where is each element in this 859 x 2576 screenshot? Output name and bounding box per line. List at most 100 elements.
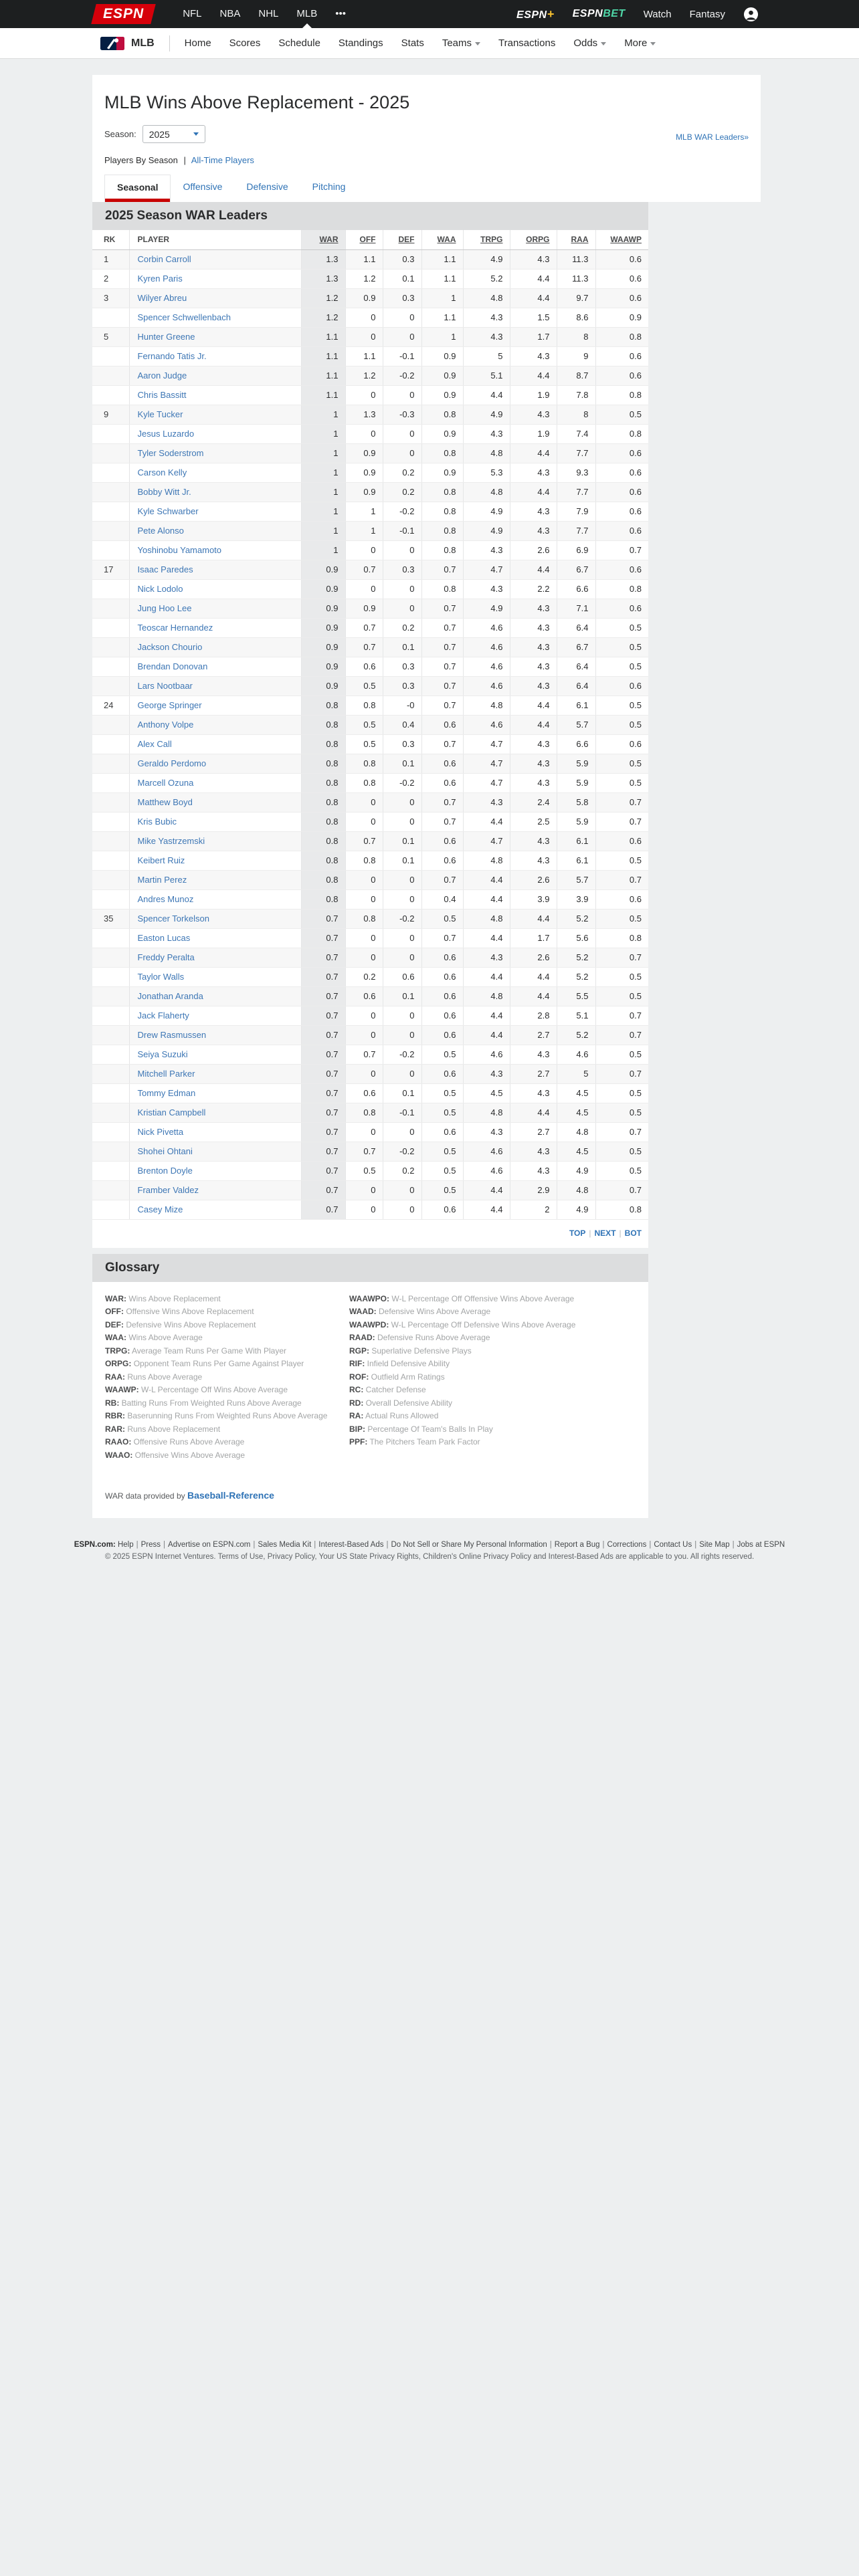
- player-link[interactable]: Jonathan Aranda: [137, 991, 203, 1001]
- player-link[interactable]: Kristian Campbell: [137, 1107, 206, 1117]
- espn-logo[interactable]: ESPN: [91, 4, 156, 24]
- footer-link[interactable]: Contact Us: [654, 1541, 692, 1549]
- player-link[interactable]: Teoscar Hernandez: [137, 623, 213, 633]
- player-link[interactable]: George Springer: [137, 700, 202, 710]
- subnav-item-teams[interactable]: Teams: [442, 37, 481, 49]
- column-header-trpg[interactable]: TRPG: [462, 230, 510, 250]
- player-link[interactable]: Corbin Carroll: [137, 254, 191, 264]
- player-link[interactable]: Andres Munoz: [137, 894, 194, 904]
- pagination-next-link[interactable]: NEXT: [594, 1228, 616, 1238]
- column-header-war[interactable]: WAR: [300, 230, 345, 250]
- subnav-item-odds[interactable]: Odds: [573, 37, 607, 49]
- footer-link[interactable]: Corrections: [607, 1541, 647, 1549]
- player-link[interactable]: Hunter Greene: [137, 332, 195, 342]
- player-link[interactable]: Easton Lucas: [137, 933, 191, 943]
- footer-link[interactable]: Advertise on ESPN.com: [168, 1541, 251, 1549]
- pagination-bot-link[interactable]: BOT: [624, 1228, 642, 1238]
- player-link[interactable]: Jack Flaherty: [137, 1010, 189, 1021]
- player-link[interactable]: Kris Bubic: [137, 817, 177, 827]
- footer-link[interactable]: Interest-Based Ads: [318, 1541, 384, 1549]
- column-header-waa[interactable]: WAA: [421, 230, 463, 250]
- subnav-item-more[interactable]: More: [624, 37, 656, 49]
- subnav-item-schedule[interactable]: Schedule: [278, 37, 320, 49]
- player-link[interactable]: Marcell Ozuna: [137, 778, 194, 788]
- player-link[interactable]: Matthew Boyd: [137, 797, 193, 807]
- player-link[interactable]: Kyren Paris: [137, 274, 183, 284]
- subnav-item-transactions[interactable]: Transactions: [498, 37, 556, 49]
- subnav-item-scores[interactable]: Scores: [229, 37, 261, 49]
- column-header-def[interactable]: DEF: [382, 230, 421, 250]
- player-link[interactable]: Tyler Soderstrom: [137, 448, 204, 458]
- player-link[interactable]: Spencer Torkelson: [137, 914, 209, 924]
- footer-link[interactable]: Site Map: [699, 1541, 730, 1549]
- subnav-item-home[interactable]: Home: [184, 37, 211, 49]
- player-link[interactable]: Yoshinobu Yamamoto: [137, 545, 222, 555]
- topnav-mlb[interactable]: MLB: [296, 0, 317, 28]
- player-link[interactable]: Freddy Peralta: [137, 952, 195, 962]
- baseball-reference-link[interactable]: Baseball-Reference: [187, 1490, 274, 1501]
- mlb-logo[interactable]: [100, 36, 124, 50]
- player-link[interactable]: Isaac Paredes: [137, 564, 193, 574]
- player-link[interactable]: Brendan Donovan: [137, 661, 208, 671]
- player-link[interactable]: Mike Yastrzemski: [137, 836, 205, 846]
- player-link[interactable]: Martin Perez: [137, 875, 187, 885]
- column-header-off[interactable]: OFF: [345, 230, 383, 250]
- topnav-fantasy[interactable]: Fantasy: [689, 8, 725, 20]
- footer-link[interactable]: Jobs at ESPN: [737, 1541, 785, 1549]
- profile-icon[interactable]: [743, 7, 759, 22]
- topnav-nba[interactable]: NBA: [219, 8, 241, 19]
- player-link[interactable]: Kyle Tucker: [137, 409, 183, 419]
- column-header-raa[interactable]: RAA: [556, 230, 595, 250]
- player-link[interactable]: Tommy Edman: [137, 1088, 196, 1098]
- player-link[interactable]: Keibert Ruiz: [137, 855, 185, 865]
- player-link[interactable]: Drew Rasmussen: [137, 1030, 207, 1040]
- subnav-item-standings[interactable]: Standings: [338, 37, 383, 49]
- player-link[interactable]: Kyle Schwarber: [137, 506, 199, 516]
- espn-bet-logo[interactable]: ESPNBET: [572, 8, 626, 19]
- player-link[interactable]: Taylor Walls: [137, 972, 185, 982]
- player-link[interactable]: Nick Lodolo: [137, 584, 183, 594]
- column-header-waawp[interactable]: WAAWP: [595, 230, 648, 250]
- topnav-watch[interactable]: Watch: [643, 8, 672, 20]
- player-link[interactable]: Casey Mize: [137, 1204, 183, 1214]
- player-link[interactable]: Shohei Ohtani: [137, 1146, 193, 1156]
- player-link[interactable]: Jackson Chourio: [137, 642, 203, 652]
- column-header-orpg[interactable]: ORPG: [509, 230, 557, 250]
- player-link[interactable]: Jung Hoo Lee: [137, 603, 192, 613]
- mlb-war-leaders-link[interactable]: MLB WAR Leaders»: [676, 132, 749, 142]
- espn-plus-logo[interactable]: ESPN+: [516, 7, 555, 21]
- subnav-item-stats[interactable]: Stats: [401, 37, 424, 49]
- player-link[interactable]: Carson Kelly: [137, 467, 187, 477]
- player-link[interactable]: Mitchell Parker: [137, 1069, 195, 1079]
- player-link[interactable]: Chris Bassitt: [137, 390, 187, 400]
- tab-pitching[interactable]: Pitching: [312, 181, 346, 192]
- footer-link[interactable]: Help: [117, 1541, 134, 1549]
- footer-link[interactable]: Report a Bug: [554, 1541, 600, 1549]
- player-link[interactable]: Alex Call: [137, 739, 172, 749]
- player-link[interactable]: Nick Pivetta: [137, 1127, 184, 1137]
- player-link[interactable]: Brenton Doyle: [137, 1166, 193, 1176]
- all-time-players-link[interactable]: All-Time Players: [191, 155, 254, 165]
- pagination-top-link[interactable]: TOP: [569, 1228, 586, 1238]
- player-link[interactable]: Spencer Schwellenbach: [137, 312, 231, 322]
- player-link[interactable]: Lars Nootbaar: [137, 681, 193, 691]
- topnav-nhl[interactable]: NHL: [258, 8, 279, 19]
- footer-link[interactable]: Sales Media Kit: [258, 1541, 312, 1549]
- footer-link[interactable]: Do Not Sell or Share My Personal Informa…: [391, 1541, 547, 1549]
- tab-offensive[interactable]: Offensive: [183, 181, 223, 192]
- footer-link[interactable]: Press: [140, 1541, 161, 1549]
- player-link[interactable]: Framber Valdez: [137, 1185, 199, 1195]
- tab-defensive[interactable]: Defensive: [246, 181, 288, 192]
- player-link[interactable]: Jesus Luzardo: [137, 429, 195, 439]
- player-link[interactable]: Pete Alonso: [137, 526, 184, 536]
- player-link[interactable]: Fernando Tatis Jr.: [137, 351, 207, 361]
- player-link[interactable]: Aaron Judge: [137, 370, 187, 381]
- player-link[interactable]: Anthony Volpe: [137, 720, 194, 730]
- tab-seasonal[interactable]: Seasonal: [104, 175, 171, 202]
- season-select[interactable]: 2025: [142, 125, 205, 143]
- player-link[interactable]: Geraldo Perdomo: [137, 758, 207, 768]
- player-link[interactable]: Seiya Suzuki: [137, 1049, 188, 1059]
- topnav-more-dots[interactable]: •••: [335, 8, 346, 19]
- topnav-nfl[interactable]: NFL: [183, 8, 202, 19]
- player-link[interactable]: Wilyer Abreu: [137, 293, 187, 303]
